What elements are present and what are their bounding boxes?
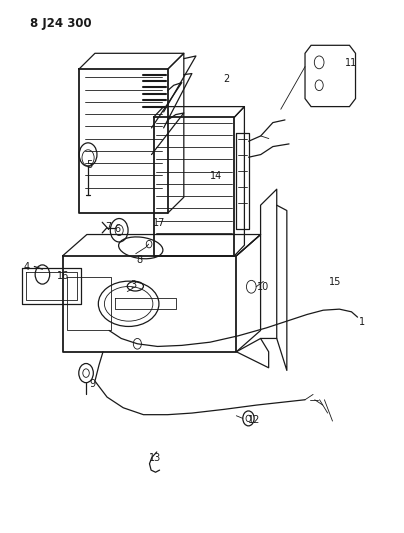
Text: 10: 10: [257, 282, 269, 292]
Text: 1: 1: [358, 318, 365, 327]
Text: 4: 4: [23, 262, 29, 271]
Text: 8 J24 300: 8 J24 300: [30, 18, 92, 30]
Text: 2: 2: [223, 74, 229, 84]
Text: 5: 5: [86, 160, 92, 170]
Text: 8: 8: [136, 255, 143, 265]
Text: 3: 3: [130, 280, 137, 290]
Text: 13: 13: [149, 454, 162, 463]
Text: 9: 9: [90, 379, 96, 389]
Text: 11: 11: [345, 58, 358, 68]
Text: 16: 16: [57, 271, 69, 281]
Text: 17: 17: [154, 218, 166, 228]
Text: 6: 6: [114, 224, 120, 234]
Text: 12: 12: [248, 415, 261, 425]
Text: 7: 7: [105, 222, 112, 231]
Text: 14: 14: [210, 171, 222, 181]
Text: 15: 15: [329, 278, 341, 287]
